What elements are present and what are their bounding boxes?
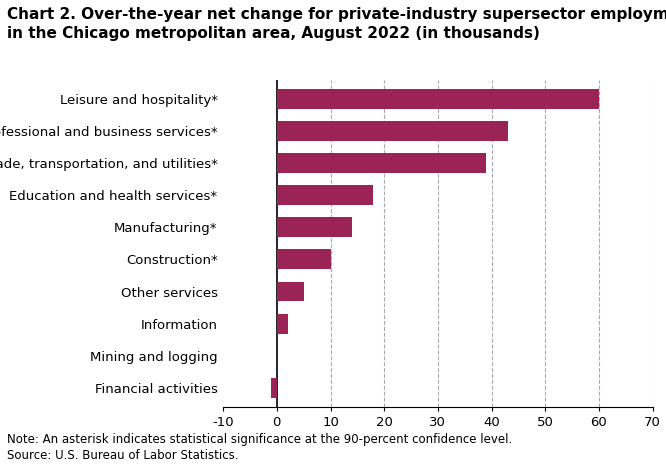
Bar: [277, 249, 330, 270]
Bar: [277, 282, 304, 301]
Bar: [277, 89, 599, 109]
Bar: [277, 153, 486, 173]
Text: Note: An asterisk indicates statistical significance at the 90-percent confidenc: Note: An asterisk indicates statistical …: [7, 433, 512, 446]
Bar: [277, 121, 507, 141]
Text: Chart 2. Over-the-year net change for private-industry supersector employment: Chart 2. Over-the-year net change for pr…: [7, 7, 666, 22]
Bar: [277, 314, 288, 334]
Text: in the Chicago metropolitan area, August 2022 (in thousands): in the Chicago metropolitan area, August…: [7, 26, 539, 41]
Bar: [277, 185, 374, 205]
Bar: [272, 378, 277, 398]
Bar: [277, 217, 352, 237]
Text: Source: U.S. Bureau of Labor Statistics.: Source: U.S. Bureau of Labor Statistics.: [7, 449, 238, 462]
